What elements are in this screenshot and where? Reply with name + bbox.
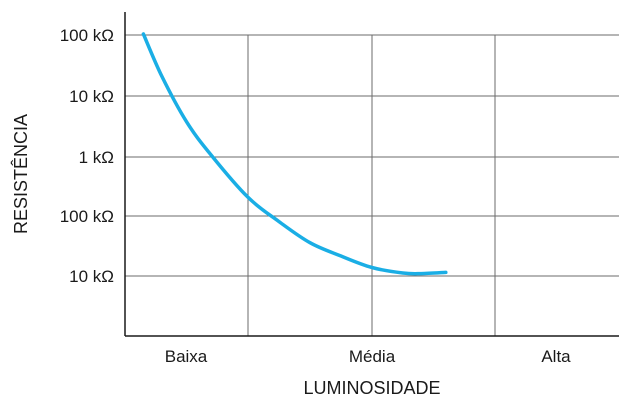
- y-axis-title: RESISTÊNCIA: [11, 114, 31, 234]
- y-tick-label: 100 kΩ: [60, 207, 114, 226]
- x-tick-labels: Baixa Média Alta: [165, 347, 571, 366]
- x-axis-title: LUMINOSIDADE: [303, 378, 440, 398]
- x-tick-label: Baixa: [165, 347, 208, 366]
- y-tick-labels: 100 kΩ 10 kΩ 1 kΩ 100 kΩ 10 kΩ: [60, 26, 114, 286]
- x-tick-label: Média: [349, 347, 396, 366]
- y-tick-label: 10 kΩ: [69, 87, 114, 106]
- resistance-curve: [143, 34, 445, 274]
- x-tick-label: Alta: [541, 347, 571, 366]
- y-tick-label: 1 kΩ: [79, 148, 114, 167]
- y-tick-label: 100 kΩ: [60, 26, 114, 45]
- grid: [125, 35, 619, 336]
- y-tick-label: 10 kΩ: [69, 267, 114, 286]
